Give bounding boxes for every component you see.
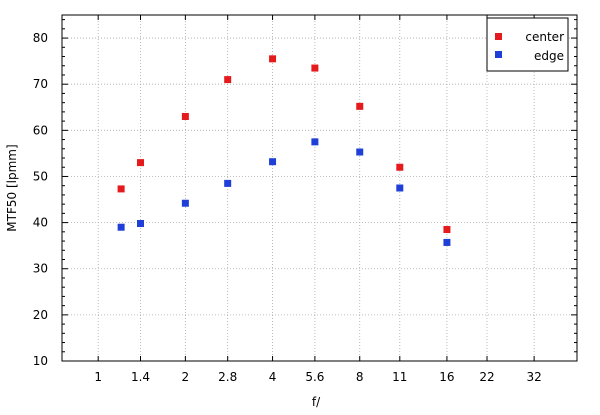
x-tick-label: 8 bbox=[356, 370, 364, 384]
point-center bbox=[181, 112, 189, 120]
y-tick-label: 10 bbox=[33, 354, 48, 368]
y-tick-label: 80 bbox=[33, 31, 48, 45]
point-edge bbox=[311, 138, 319, 146]
y-tick-label: 50 bbox=[33, 169, 48, 183]
point-center bbox=[269, 55, 277, 63]
point-edge bbox=[181, 199, 189, 207]
data-points bbox=[117, 55, 451, 246]
point-edge bbox=[269, 158, 277, 166]
legend-marker-edge bbox=[495, 51, 502, 58]
legend-marker-center bbox=[495, 33, 502, 40]
legend-box bbox=[486, 17, 569, 72]
point-edge bbox=[117, 223, 125, 231]
x-tick-label: 2 bbox=[182, 370, 190, 384]
y-tick-label: 40 bbox=[33, 216, 48, 230]
x-tick-label: 4 bbox=[269, 370, 277, 384]
x-axis-label: f/ bbox=[312, 395, 321, 409]
point-center bbox=[117, 185, 125, 193]
x-tick-label: 1.4 bbox=[131, 370, 150, 384]
y-axis-label: MTF50 [lpmm] bbox=[5, 144, 19, 231]
axes: 1 1.4 2 2.8 4 5.6 8 11 16 22 32 10 20 30 40 50 60 70 80 bbox=[33, 14, 578, 384]
x-tick-label: 22 bbox=[479, 370, 494, 384]
point-edge bbox=[443, 238, 451, 246]
point-center bbox=[137, 159, 145, 167]
y-tick-label: 30 bbox=[33, 262, 48, 276]
point-edge bbox=[137, 220, 145, 228]
legend: center edge bbox=[486, 17, 569, 72]
y-tick-label: 70 bbox=[33, 77, 48, 91]
x-tick-label: 2.8 bbox=[218, 370, 237, 384]
x-tick-label: 16 bbox=[439, 370, 454, 384]
point-edge bbox=[356, 148, 364, 156]
point-center bbox=[356, 102, 364, 110]
y-tick-label: 20 bbox=[33, 308, 48, 322]
point-center bbox=[443, 226, 451, 234]
x-tick-label: 5.6 bbox=[305, 370, 324, 384]
x-tick-label: 32 bbox=[526, 370, 541, 384]
point-center bbox=[396, 163, 404, 171]
point-edge bbox=[396, 184, 404, 192]
x-tick-label: 1 bbox=[94, 370, 102, 384]
plot-frame bbox=[61, 14, 578, 362]
x-tick-label: 11 bbox=[392, 370, 407, 384]
legend-label-edge: edge bbox=[534, 49, 564, 63]
point-center bbox=[224, 76, 232, 84]
point-center bbox=[311, 64, 319, 72]
point-edge bbox=[224, 179, 232, 187]
legend-label-center: center bbox=[525, 30, 564, 44]
y-tick-label: 60 bbox=[33, 123, 48, 137]
